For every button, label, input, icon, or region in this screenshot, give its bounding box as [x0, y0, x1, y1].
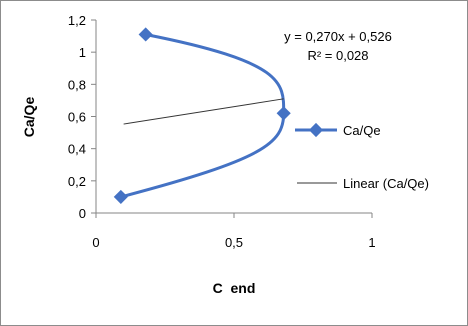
series-ca-qe-point — [113, 189, 128, 204]
legend-linear-label: Linear (Ca/Qe) — [343, 176, 429, 191]
y-axis-title: Ca/Qe — [21, 97, 37, 138]
x-tick-label: 1 — [368, 235, 375, 250]
x-axis-title: C end — [213, 280, 256, 296]
y-tick-label: 0,4 — [68, 142, 86, 157]
y-ticks: 0 0,2 0,4 0,6 0,8 1 1,2 — [68, 13, 96, 221]
y-tick-label: 0,6 — [68, 110, 86, 125]
trendline-equation: y = 0,270x + 0,526 — [284, 29, 392, 44]
series-layer — [113, 27, 291, 204]
legend-ca-qe-label: Ca/Qe — [343, 123, 381, 138]
y-tick-label: 1 — [79, 45, 86, 60]
trendline-r-squared: R² = 0,028 — [307, 48, 368, 63]
y-tick-label: 0 — [79, 206, 86, 221]
legend: Ca/Qe Linear (Ca/Qe) — [295, 122, 429, 191]
y-tick-label: 0,2 — [68, 174, 86, 189]
x-tick-label: 0 — [92, 235, 99, 250]
y-tick-label: 1,2 — [68, 13, 86, 28]
legend-ca-qe-marker — [308, 122, 324, 138]
series-ca-qe-point — [276, 106, 291, 121]
x-tick-label: 0,5 — [225, 235, 243, 250]
y-tick-label: 0,8 — [68, 77, 86, 92]
x-ticks: 0 0,5 1 — [92, 213, 376, 250]
series-linear-trendline — [123, 98, 284, 125]
series-ca-qe-point — [138, 27, 153, 42]
series-ca-qe-line — [120, 33, 286, 199]
